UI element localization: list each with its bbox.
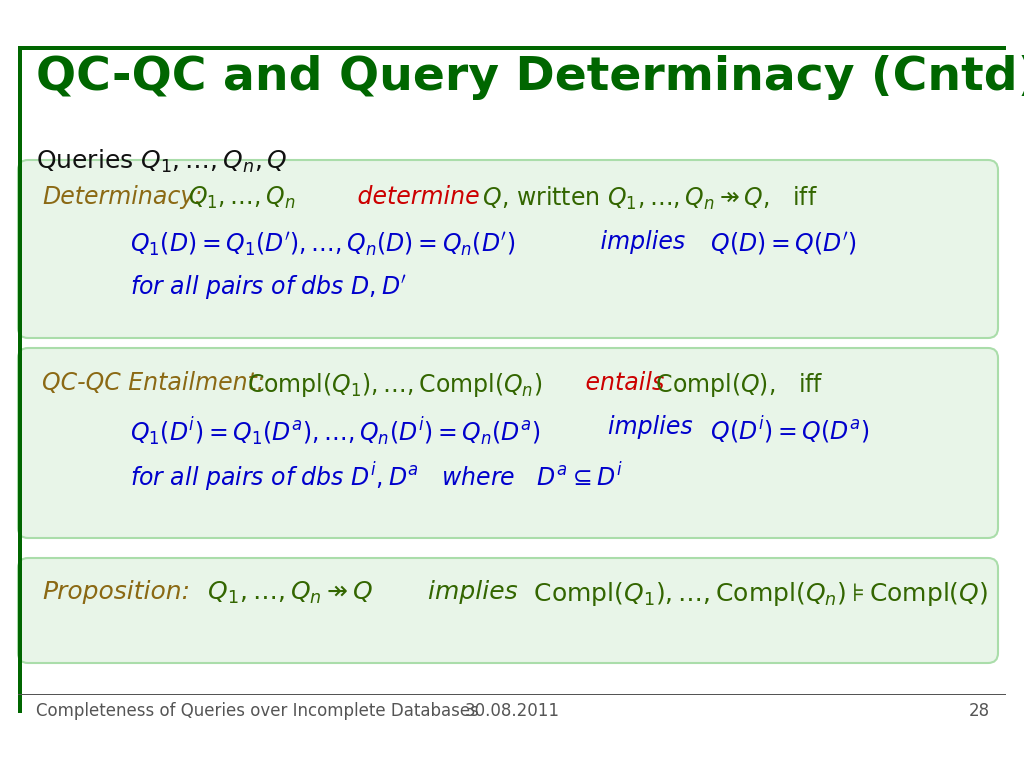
Bar xyxy=(18,694,1006,695)
Text: $Q_1, \ldots, Q_n$: $Q_1, \ldots, Q_n$ xyxy=(188,185,296,211)
Text: implies: implies xyxy=(404,580,517,604)
Text: QC-QC and Query Determinacy (Cntd): QC-QC and Query Determinacy (Cntd) xyxy=(36,55,1024,100)
Text: 30.08.2011: 30.08.2011 xyxy=(465,702,559,720)
Text: $\mathrm{Compl}(Q_1), \ldots, \mathrm{Compl}(Q_n) \models \mathrm{Compl}(Q)$: $\mathrm{Compl}(Q_1), \ldots, \mathrm{Co… xyxy=(510,580,988,608)
Text: determine: determine xyxy=(350,185,479,209)
Text: $Q_1(D^i) = Q_1(D^a), \ldots, Q_n(D^i) = Q_n(D^a)$: $Q_1(D^i) = Q_1(D^a), \ldots, Q_n(D^i) =… xyxy=(130,415,541,448)
Text: 28: 28 xyxy=(969,702,990,720)
Bar xyxy=(18,46,1006,50)
Text: Determinacy:: Determinacy: xyxy=(42,185,203,209)
Bar xyxy=(18,48,22,713)
Text: $Q_1(D) = Q_1(D'), \ldots, Q_n(D) = Q_n(D')$: $Q_1(D) = Q_1(D'), \ldots, Q_n(D) = Q_n(… xyxy=(130,230,515,258)
Text: implies: implies xyxy=(578,230,685,254)
Text: for all pairs of dbs $D, D'$: for all pairs of dbs $D, D'$ xyxy=(130,273,408,302)
Text: $Q(D) = Q(D')$: $Q(D) = Q(D')$ xyxy=(688,230,857,257)
FancyBboxPatch shape xyxy=(18,558,998,663)
Text: for all pairs of dbs $D^i, D^a$   where   $D^a \subseteq D^i$: for all pairs of dbs $D^i, D^a$ where $D… xyxy=(130,460,623,494)
Text: $Q_1, \ldots, Q_n \twoheadrightarrow Q$: $Q_1, \ldots, Q_n \twoheadrightarrow Q$ xyxy=(193,580,373,606)
Text: Completeness of Queries over Incomplete Databases: Completeness of Queries over Incomplete … xyxy=(36,702,479,720)
Text: implies: implies xyxy=(578,415,692,439)
FancyBboxPatch shape xyxy=(18,160,998,338)
Text: Queries $Q_1, \ldots, Q_n, Q$: Queries $Q_1, \ldots, Q_n, Q$ xyxy=(36,148,288,175)
Text: Proposition:: Proposition: xyxy=(42,580,190,604)
Text: $Q$, written $Q_1, \ldots, Q_n \twoheadrightarrow Q$,   iff: $Q$, written $Q_1, \ldots, Q_n \twoheadr… xyxy=(475,185,818,212)
FancyBboxPatch shape xyxy=(18,348,998,538)
Text: QC-QC Entailment:: QC-QC Entailment: xyxy=(42,371,265,395)
Text: entails: entails xyxy=(578,371,665,395)
Text: $Q(D^i) = Q(D^a)$: $Q(D^i) = Q(D^a)$ xyxy=(688,415,869,446)
Text: $\mathrm{Compl}(Q_1), \ldots, \mathrm{Compl}(Q_n)$: $\mathrm{Compl}(Q_1), \ldots, \mathrm{Co… xyxy=(232,371,543,399)
Text: $\mathrm{Compl}(Q)$,   iff: $\mathrm{Compl}(Q)$, iff xyxy=(648,371,823,399)
